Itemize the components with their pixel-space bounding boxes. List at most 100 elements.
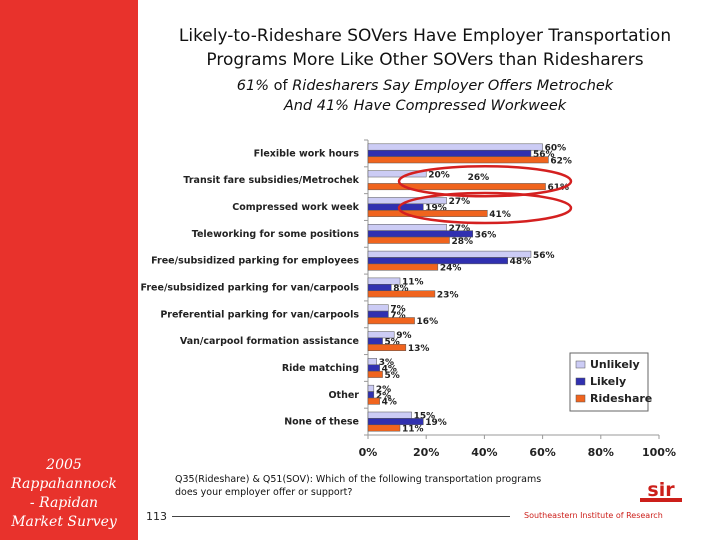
value-label-likely: 19% [425,204,447,214]
category-label: Van/carpool formation assistance [180,336,359,347]
bar-rideshare [367,263,439,271]
value-label-likely: 4% [382,364,397,374]
footnote-line-1: Q35(Rideshare) & Q51(SOV): Which of the … [175,474,542,485]
caption-line-region-1: Rappahannock [11,476,117,492]
logo-underline [640,498,682,502]
value-label-rideshare: 5% [385,371,400,381]
highlight-ellipse [397,164,573,198]
value-label-rideshare: 28% [451,237,473,247]
bar-likely [367,391,375,399]
logo-text: sir [647,479,675,501]
value-label-rideshare: 23% [437,290,459,300]
bar-unlikely [367,411,412,419]
legend-swatch [575,377,586,386]
category-label: Other [328,390,359,401]
bar-rideshare [367,183,546,191]
page-number: 113 [146,510,167,523]
caption-line-survey: Market Survey [11,514,117,530]
category-label: Transit fare subsidies/Metrochek [183,175,359,186]
bar-rideshare [367,209,488,217]
legend-swatch [575,360,586,369]
bar-likely [367,364,380,372]
bar-likely [367,337,383,345]
category-label: Flexible work hours [254,148,360,159]
survey-caption: 2005 Rappahannock - Rapidan Market Surve… [0,456,128,532]
value-label-rideshare: 4% [382,398,397,408]
x-tick-label: 20% [413,446,439,459]
bar-likely [367,284,392,291]
bar-rideshare [367,397,380,405]
category-label: Teleworking for some positions [192,229,360,240]
bar-unlikely [367,143,543,151]
title-line-1: Likely-to-Rideshare SOVers Have Employer… [178,26,672,46]
subtitle-text: Ridesharers Say Employer Offers Metroche… [292,78,614,94]
value-label-rideshare: 62% [550,156,572,166]
legend-swatch [575,394,586,403]
bar-unlikely [367,224,447,231]
value-label-rideshare: 16% [417,317,439,327]
bar-rideshare [367,370,383,378]
bar-rideshare [367,344,407,351]
subtitle-of: of [273,78,288,94]
value-label-likely: 5% [385,338,400,348]
category-label: Free/subsidized parking for van/carpools [140,283,359,294]
highlight-ellipse [397,191,573,225]
category-label: Compressed work week [232,202,359,213]
footnote-line-2: does your employer offer or support? [175,487,353,498]
value-label-rideshare: 11% [402,424,424,434]
category-label: None of these [284,417,359,428]
value-label-unlikely: 60% [545,144,567,154]
value-label-likely: 36% [475,230,497,240]
bar-unlikely [367,384,375,392]
value-label-likely: 8% [393,284,408,294]
bar-unlikely [367,304,389,312]
value-label-unlikely: 9% [396,331,411,341]
x-tick-label: 0% [359,446,378,459]
bar-rideshare [367,156,549,164]
bar-rideshare [367,424,401,432]
value-label-rideshare: 24% [440,264,462,274]
value-label-unlikely: 27% [449,224,471,234]
bar-likely [367,203,424,211]
value-label-likely: 19% [425,418,447,428]
value-label-likely: 48% [510,257,532,267]
category-label: Preferential parking for van/carpools [160,309,359,320]
subtitle-line-1: 61% of Ridesharers Say Employer Offers M… [140,76,710,96]
title-line-2: Programs More Like Other SOVers than Rid… [206,50,644,70]
value-label-rideshare: 13% [408,344,430,354]
bar-unlikely [367,250,532,258]
bar-likely [367,310,389,318]
subtitle-percent: 61% [236,78,270,94]
value-label-unlikely: 56% [533,251,555,261]
legend-label: Unlikely [590,358,640,371]
institute-name: Southeastern Institute of Research [524,511,663,520]
extra-value-label: 26% [468,173,490,183]
category-label: Ride matching [282,363,359,374]
value-label-unlikely: 2% [376,385,391,395]
value-label-rideshare: 41% [489,210,511,220]
bar-unlikely [367,170,427,178]
legend-label: Rideshare [590,392,652,405]
x-tick-label: 100% [642,446,676,459]
caption-line-region-2: - Rapidan [29,495,99,511]
legend-label: Likely [590,375,626,388]
value-label-likely: 7% [390,311,405,321]
question-footnote: Q35(Rideshare) & Q51(SOV): Which of the … [175,473,605,499]
bar-rideshare [367,236,450,244]
value-label-unlikely: 11% [402,278,424,288]
subtitle-line-2: And 41% Have Compressed Workweek [283,98,567,114]
sidebar-panel [0,0,138,540]
page-subtitle: 61% of Ridesharers Say Employer Offers M… [140,76,710,116]
value-label-unlikely: 27% [449,197,471,207]
value-label-unlikely: 15% [414,412,436,422]
x-tick-label: 40% [471,446,497,459]
value-label-likely: 56% [533,150,555,160]
bar-likely [367,257,508,265]
x-tick-label: 60% [529,446,555,459]
bar-likely [367,149,532,157]
value-label-unlikely: 20% [428,170,450,180]
category-label: Free/subsidized parking for employees [151,256,359,267]
value-label-unlikely: 7% [390,304,405,314]
page-title: Likely-to-Rideshare SOVers Have Employer… [140,24,710,72]
